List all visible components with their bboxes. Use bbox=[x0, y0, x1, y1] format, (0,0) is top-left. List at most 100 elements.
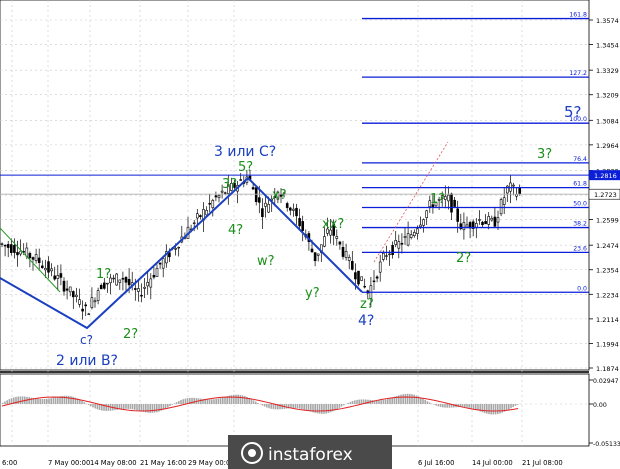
candle-body bbox=[357, 270, 360, 285]
histogram-bar bbox=[255, 401, 257, 404]
histogram-bar bbox=[349, 401, 352, 404]
candle-body bbox=[59, 273, 63, 278]
wave-label: c? bbox=[80, 333, 93, 347]
histogram-bar bbox=[351, 401, 354, 404]
candle-body bbox=[134, 288, 137, 290]
candle-body bbox=[62, 280, 66, 292]
price-tick-label: 1.3084 bbox=[596, 117, 619, 125]
histogram-bar bbox=[191, 397, 193, 404]
histogram-bar bbox=[347, 402, 349, 404]
time-tick-label: 14 May 08:00 bbox=[90, 459, 137, 467]
histogram-bar bbox=[239, 394, 242, 404]
candle-body bbox=[177, 246, 180, 249]
histogram-bar bbox=[230, 395, 233, 404]
histogram-bar bbox=[228, 395, 231, 404]
projection-line bbox=[373, 141, 449, 263]
histogram-bar bbox=[360, 399, 363, 404]
time-tick-label: 14 Jul 00:00 bbox=[472, 459, 513, 467]
histogram-bar bbox=[494, 404, 497, 415]
candle-body bbox=[261, 208, 264, 218]
histogram-bar bbox=[151, 404, 154, 413]
histogram-bar bbox=[182, 399, 184, 404]
candle-body bbox=[40, 265, 44, 269]
histogram-bar bbox=[200, 398, 202, 404]
wave-label: z? bbox=[360, 297, 374, 312]
candle-body bbox=[223, 192, 227, 194]
wave-label: 3 или C? bbox=[214, 144, 276, 160]
histogram-bar bbox=[268, 404, 270, 409]
candle-body bbox=[313, 252, 317, 262]
histogram-bar bbox=[413, 394, 415, 404]
candle-body bbox=[285, 203, 289, 208]
fib-level-label: 38.2 bbox=[573, 221, 587, 228]
histogram-bar bbox=[261, 404, 264, 406]
histogram-bar bbox=[169, 404, 171, 407]
histogram-bar bbox=[391, 397, 393, 404]
candle-body bbox=[211, 200, 215, 209]
histogram-bar bbox=[274, 404, 277, 410]
wave-label: 1? bbox=[96, 267, 111, 282]
histogram-bar bbox=[21, 396, 24, 404]
price-tick-label: 1.2354 bbox=[596, 267, 619, 275]
candle-body bbox=[502, 197, 506, 205]
histogram-bar bbox=[292, 404, 294, 409]
wave-labels: 2 или B?c?1?2?3 или C?5?3?4?x?w?xx?y?z?4… bbox=[56, 103, 582, 369]
candle-body bbox=[50, 268, 53, 272]
histogram-bar bbox=[314, 404, 316, 413]
histogram-bar bbox=[415, 395, 418, 404]
candle-body bbox=[391, 245, 394, 256]
candle-body bbox=[19, 250, 22, 255]
time-tick-label: 6 Jul 16:00 bbox=[418, 459, 454, 467]
time-tick-label: 7 May 00:00 bbox=[48, 459, 90, 467]
histogram-bar bbox=[70, 396, 72, 404]
candle-body bbox=[65, 288, 69, 291]
candle-body bbox=[143, 286, 146, 289]
histogram-bar bbox=[477, 404, 479, 411]
candle-body bbox=[227, 184, 230, 194]
fib-level-label: 76.4 bbox=[573, 156, 587, 163]
histogram-bar bbox=[334, 404, 336, 411]
candle-body bbox=[155, 267, 159, 277]
histogram-bar bbox=[46, 398, 48, 404]
candle-body bbox=[490, 217, 494, 221]
candle-body bbox=[298, 218, 301, 227]
candle-body bbox=[484, 221, 487, 225]
price-axis: 1.3574 1.3454 1.3329 1.3209 1.3084 1.2964 1.28… bbox=[588, 17, 620, 373]
histogram-bar bbox=[125, 404, 127, 409]
candle-body bbox=[434, 201, 438, 207]
histogram-bar bbox=[186, 398, 189, 404]
candle-body bbox=[372, 280, 376, 283]
histogram-bar bbox=[173, 403, 176, 404]
candle-body bbox=[149, 278, 153, 288]
histogram-bar bbox=[246, 396, 248, 404]
candle-body bbox=[103, 282, 106, 289]
histogram-bar bbox=[424, 399, 426, 404]
price-tick-label: 1.3454 bbox=[596, 42, 619, 50]
histogram-bar bbox=[250, 399, 253, 404]
histogram-bar bbox=[466, 404, 468, 408]
histogram-bar bbox=[120, 404, 123, 410]
histogram-bar bbox=[468, 404, 470, 408]
histogram-bar bbox=[52, 397, 55, 404]
wave-label: 2 или B? bbox=[56, 353, 118, 369]
histogram-bar bbox=[2, 402, 4, 404]
histogram-bar bbox=[301, 404, 303, 410]
histogram-bar bbox=[354, 400, 356, 404]
candle-body bbox=[378, 261, 382, 273]
candle-body bbox=[99, 284, 103, 290]
candle-body bbox=[385, 255, 388, 257]
histogram-bar bbox=[92, 404, 94, 408]
candle-body bbox=[146, 281, 149, 287]
histogram-bar bbox=[461, 404, 464, 408]
histogram-bar bbox=[153, 404, 156, 413]
histogram-bar bbox=[389, 398, 391, 404]
histogram-bar bbox=[35, 398, 37, 404]
indicator-tick-label: 0.02947 bbox=[593, 378, 619, 385]
candle-body bbox=[273, 196, 277, 198]
candle-body bbox=[267, 203, 270, 213]
histogram-bar bbox=[288, 404, 290, 409]
candle-body bbox=[406, 233, 410, 246]
histogram-bar bbox=[327, 404, 330, 413]
histogram-bar bbox=[409, 393, 411, 404]
